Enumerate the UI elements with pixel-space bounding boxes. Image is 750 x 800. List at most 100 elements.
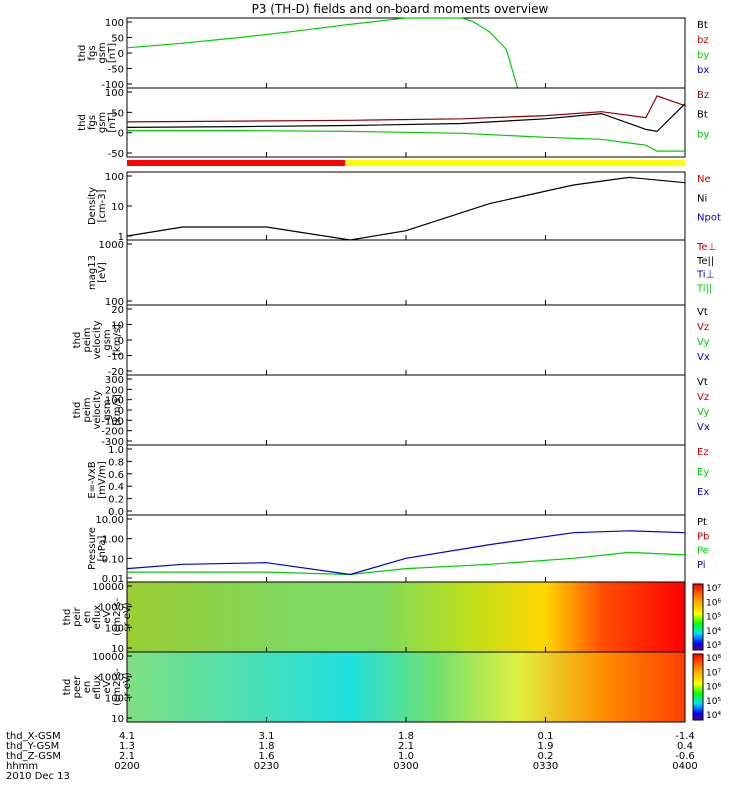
legend-Vy: Vy — [697, 407, 710, 418]
ephemeris-label: thd_Y-GSM — [6, 741, 59, 752]
panel-8: 10.00 1.00 0.10 0.01 Pressure [nPa] Pt Pb Pe Pi — [87, 514, 709, 585]
panel-4: 1000 100 mag13 [eV] Te⊥ Te|| Ti⊥ Ti|| — [87, 239, 716, 308]
y-axis-label: (cm2-s- — [112, 668, 123, 706]
panel-frame-2 — [126, 87, 686, 158]
y-tick-label: 10 — [111, 714, 124, 725]
legend-Vt: Vt — [697, 307, 708, 318]
y-tick-label: 100 — [105, 18, 124, 29]
legend-Bt: Bt — [697, 20, 708, 31]
legend-Ne: Ne — [697, 174, 711, 185]
panel-frame-4 — [126, 239, 686, 306]
legend-Vy: Vy — [697, 337, 710, 348]
y-tick-label: 0 — [118, 336, 124, 347]
status-bar-yellow — [345, 160, 685, 166]
y-tick-label: 0 — [118, 129, 124, 140]
y-axis-label: en — [82, 611, 93, 624]
y-axis-label: [cm-3] — [97, 189, 108, 222]
y-tick-label: 200 — [105, 385, 124, 396]
y-axis-label: sr-eV) — [122, 602, 133, 631]
panel-frame-1 — [126, 17, 686, 89]
y-axis-label: [eV] — [97, 262, 108, 283]
ephemeris-value: 0330 — [533, 761, 558, 772]
ephemeris-value: 1.0 — [398, 751, 414, 762]
y-tick-label: 100 — [105, 693, 124, 704]
heatmap-10 — [127, 652, 685, 722]
y-tick-label: 10 — [111, 644, 124, 655]
y-axis-label: peim — [82, 327, 93, 352]
y-axis-label: gsm — [97, 42, 108, 63]
y-axis-label: (cm2-s- — [112, 598, 123, 636]
status-bar-red — [127, 160, 345, 166]
y-tick-label: 50 — [111, 34, 124, 45]
ephemeris-value: 1.3 — [119, 741, 135, 752]
series-Bt — [126, 103, 686, 133]
y-axis-label: [nT] — [107, 43, 118, 63]
y-axis-label: fgs — [87, 45, 98, 60]
ephemeris-value: 4.1 — [119, 731, 135, 742]
y-tick-label: 50 — [111, 108, 124, 119]
date-label: 2010 Dec 13 — [6, 771, 70, 782]
series-by — [126, 17, 519, 89]
heatmap-9 — [127, 582, 685, 652]
panel-1: 100 50 0 -50 -100 thd fgs gsm [nT] Bt bz by bx — [77, 17, 709, 91]
legend-Bz: Bz — [697, 90, 709, 101]
legend-Npot: Npot — [697, 213, 721, 224]
panel-3: 100 10 1 Density [cm-3] Ne Ni Npot — [87, 171, 721, 243]
y-axis-label: eflux — [92, 605, 103, 630]
y-tick-label: -200 — [101, 427, 124, 438]
y-axis-label: Pressure — [87, 527, 98, 570]
y-tick-label: 0.10 — [102, 554, 124, 565]
y-axis-label: thd — [62, 679, 73, 696]
y-tick-label: 1.0 — [108, 445, 124, 456]
y-axis-label: Density — [87, 187, 98, 225]
plot-title: P3 (TH-D) fields and on-board moments ov… — [252, 2, 549, 16]
y-axis-label: eflux — [92, 675, 103, 700]
legend-Ez: Ez — [697, 447, 709, 458]
y-axis-label: thd — [77, 45, 88, 62]
y-tick-label: 10.00 — [95, 515, 124, 526]
y-tick-label: 100 — [105, 396, 124, 407]
panel-10: 10⁸ 10⁷ 10⁶ 10⁵ 10⁴ 10000 1000 100 10 thd peer en ef… — [62, 651, 721, 725]
legend-Bt: Bt — [697, 110, 708, 121]
ephemeris-value: 0.2 — [538, 751, 554, 762]
y-axis-label: en — [82, 681, 93, 694]
y-tick-label: 100 — [105, 297, 124, 308]
y-tick-label: 0.2 — [108, 495, 124, 506]
colorbar-10 — [692, 653, 704, 721]
ephemeris-value: 0.1 — [538, 731, 554, 742]
y-axis-label: eV — [102, 610, 113, 623]
legend-Ni: Ni — [697, 193, 707, 204]
legend-Te⊥: Te⊥ — [696, 242, 716, 253]
y-axis-label: thd — [62, 609, 73, 626]
legend-bx: bx — [697, 65, 709, 76]
panel-9: 10⁷ 10⁶ 10⁵ 10⁴ 10³ 10000 1000 100 10 thd peir en ef… — [62, 581, 721, 655]
y-axis-label: peim — [82, 397, 93, 422]
y-tick-label: 1 — [118, 232, 124, 243]
y-axis-label: thd — [77, 114, 88, 131]
legend-by: by — [697, 50, 709, 61]
y-tick-label: -100 — [101, 416, 124, 427]
y-tick-label: 100 — [105, 172, 124, 183]
y-tick-label: -100 — [101, 80, 124, 91]
series-Ni — [126, 176, 686, 241]
panel-5: 20 10 0 -10 -20 thd peim velocity gsm [km/s] Vt Vz V… — [72, 304, 710, 378]
y-axis-label: [mV/m] — [97, 461, 108, 499]
legend-Pb: Pb — [697, 531, 709, 542]
ephemeris-value: 0300 — [393, 761, 418, 772]
ephemeris-value: 1.8 — [398, 731, 414, 742]
y-axis-label: [nT] — [107, 112, 118, 132]
colorbar-9 — [692, 583, 704, 651]
y-axis-label: gsm — [102, 329, 113, 350]
legend-Vt: Vt — [697, 377, 708, 388]
ephemeris-value: -1.4 — [675, 731, 695, 742]
ephemeris-value: -0.6 — [675, 751, 695, 762]
colorbar-label: 10⁴ — [706, 627, 721, 637]
y-axis-label: fgs — [87, 115, 98, 130]
legend-Ti||: Ti|| — [696, 283, 712, 294]
legend-Pt: Pt — [697, 517, 707, 528]
y-axis-label: thd — [72, 332, 83, 349]
